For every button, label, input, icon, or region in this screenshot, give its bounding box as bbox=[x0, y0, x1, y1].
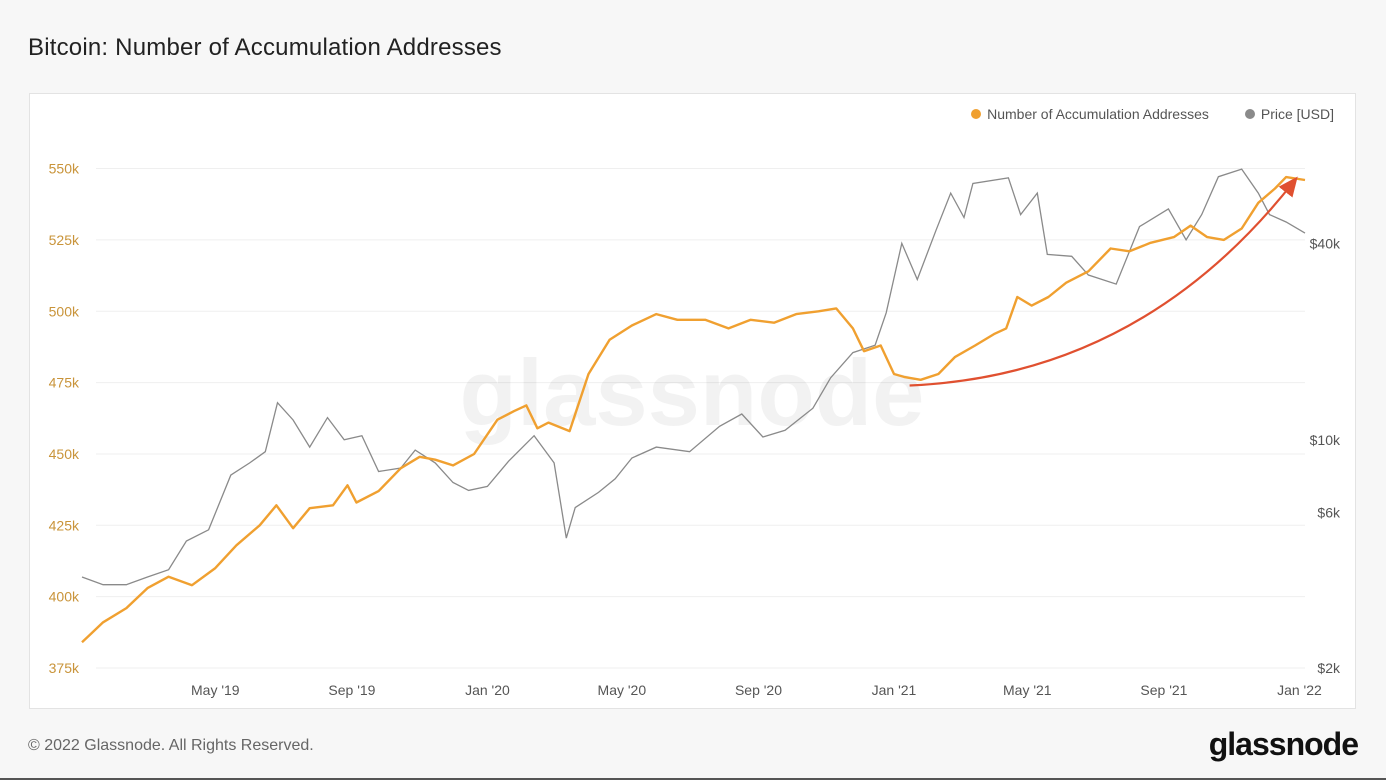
x-axis-tick-label: Jan '21 bbox=[872, 682, 917, 698]
legend-item-accumulation[interactable]: Number of Accumulation Addresses bbox=[971, 106, 1209, 122]
copyright-footer: © 2022 Glassnode. All Rights Reserved. bbox=[28, 737, 314, 754]
x-axis-tick-label: Sep '19 bbox=[328, 682, 375, 698]
price-series-line bbox=[81, 168, 1306, 586]
left-axis-tick-label: 400k bbox=[49, 589, 80, 605]
x-axis-ticks: May '19 Sep '19 Jan '20 May '20 Sep '20 Jan '… bbox=[191, 682, 1322, 698]
x-axis-tick-label: Jan '20 bbox=[465, 682, 510, 698]
right-axis-tick-label: $2k bbox=[1317, 660, 1341, 676]
chart-panel bbox=[29, 93, 1356, 709]
x-axis-tick-label: Jan '22 bbox=[1277, 682, 1322, 698]
left-axis-tick-label: 525k bbox=[49, 232, 80, 248]
x-axis-tick-label: Sep '21 bbox=[1140, 682, 1187, 698]
right-axis-tick-label: $6k bbox=[1317, 504, 1341, 520]
chart-title: Bitcoin: Number of Accumulation Addresse… bbox=[28, 34, 502, 61]
left-axis-tick-label: 475k bbox=[49, 375, 80, 391]
left-axis-tick-label: 375k bbox=[49, 660, 80, 676]
left-axis-tick-label: 500k bbox=[49, 303, 80, 319]
accumulation-dot-icon bbox=[971, 109, 982, 119]
legend-item-price[interactable]: Price [USD] bbox=[1244, 106, 1334, 122]
trend-arrow-annotation bbox=[909, 176, 1298, 387]
legend-label-price: Price [USD] bbox=[1260, 106, 1334, 122]
chart-legend: Number of Accumulation Addresses Price [… bbox=[971, 106, 1334, 122]
x-axis-tick-label: May '20 bbox=[598, 682, 647, 698]
x-axis-tick-label: Sep '20 bbox=[735, 682, 782, 698]
left-axis-tick-label: 450k bbox=[49, 446, 80, 462]
glassnode-watermark: glassnode bbox=[460, 340, 925, 445]
right-axis-tick-label: $40k bbox=[1310, 235, 1341, 251]
glassnode-logo: glassnode bbox=[1208, 726, 1359, 762]
left-axis-ticks: 375k 400k 425k 450k 475k 500k 525k 550k bbox=[49, 161, 80, 676]
accumulation-series-line bbox=[81, 175, 1306, 644]
bottom-divider bbox=[0, 778, 1386, 780]
x-axis-tick-label: May '19 bbox=[191, 682, 240, 698]
right-axis-tick-label: $10k bbox=[1310, 432, 1341, 448]
right-axis-ticks: $2k $6k $10k $40k bbox=[1310, 235, 1341, 676]
left-axis-tick-label: 550k bbox=[49, 161, 80, 177]
grid-lines bbox=[96, 168, 1305, 669]
legend-label-accumulation: Number of Accumulation Addresses bbox=[987, 106, 1209, 122]
left-axis-tick-label: 425k bbox=[49, 517, 80, 533]
x-axis-tick-label: May '21 bbox=[1003, 682, 1052, 698]
price-dot-icon bbox=[1244, 109, 1255, 119]
